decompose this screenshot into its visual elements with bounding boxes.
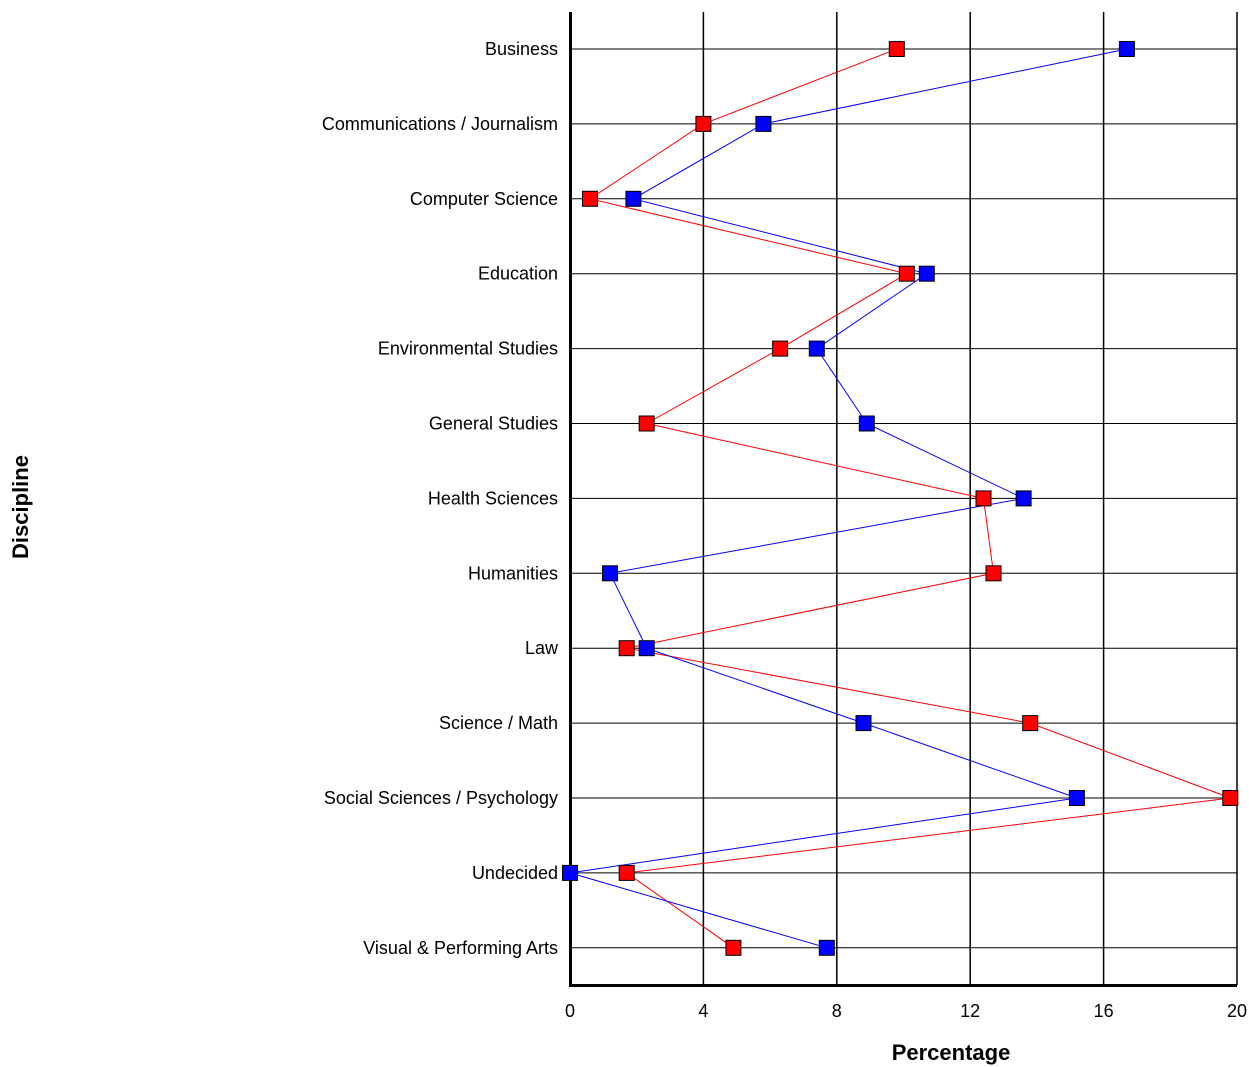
series-1-point (808, 340, 825, 357)
category-label: Communications / Journalism (322, 114, 558, 134)
series-0-point (582, 190, 598, 207)
category-label: Education (478, 264, 558, 284)
series (562, 41, 1239, 956)
series-0-point (725, 939, 742, 956)
category-label: Social Sciences / Psychology (324, 788, 558, 808)
series-0-point (1222, 790, 1239, 806)
category-label: Environmental Studies (378, 339, 558, 359)
series-1-point (858, 415, 875, 432)
series-1-point (602, 565, 618, 582)
series-0-point (888, 41, 905, 57)
grid (570, 12, 1238, 985)
series-0-point (898, 265, 915, 282)
series-0-point (618, 640, 635, 657)
series-1-point (818, 939, 835, 956)
series-1-point (638, 640, 655, 657)
series-1-point (1068, 790, 1085, 806)
x-tick-labels: 0 4 8 12 16 20 (565, 1001, 1247, 1021)
x-axis-title: Percentage (892, 1040, 1011, 1065)
x-tick-label: 4 (698, 1001, 708, 1021)
category-label: Humanities (468, 563, 558, 583)
category-label: Science / Math (439, 713, 558, 733)
series-0-point (975, 490, 992, 507)
category-label: Business (485, 39, 558, 59)
category-label: Law (525, 638, 559, 658)
series-1-point (755, 115, 772, 132)
series-1-point (562, 864, 578, 881)
x-tick-label: 0 (565, 1001, 575, 1021)
category-label: Visual & Performing Arts (363, 938, 558, 958)
x-tick-label: 8 (832, 1001, 842, 1021)
category-label: Health Sciences (428, 488, 558, 508)
category-label: Undecided (472, 863, 558, 883)
axes (569, 12, 1237, 987)
series-0-point (638, 415, 655, 432)
series-0-point (695, 115, 712, 132)
series-0-point (772, 340, 789, 357)
series-1-point (855, 715, 872, 732)
series-0-point (1022, 715, 1039, 732)
x-tick-label: 20 (1227, 1001, 1247, 1021)
series-1-point (1118, 41, 1135, 57)
series-0-point (985, 565, 1002, 582)
category-label: Computer Science (410, 189, 558, 209)
x-tick-label: 16 (1094, 1001, 1114, 1021)
series-0-point (618, 864, 635, 881)
x-tick-label: 12 (960, 1001, 980, 1021)
series-1-point (1015, 490, 1032, 507)
category-label: General Studies (429, 414, 558, 434)
series-1-point (625, 190, 642, 207)
y-axis-title: Discipline (8, 455, 33, 559)
category-labels: Business Communications / Journalism Compu… (322, 39, 559, 958)
series-1-point (918, 265, 935, 282)
